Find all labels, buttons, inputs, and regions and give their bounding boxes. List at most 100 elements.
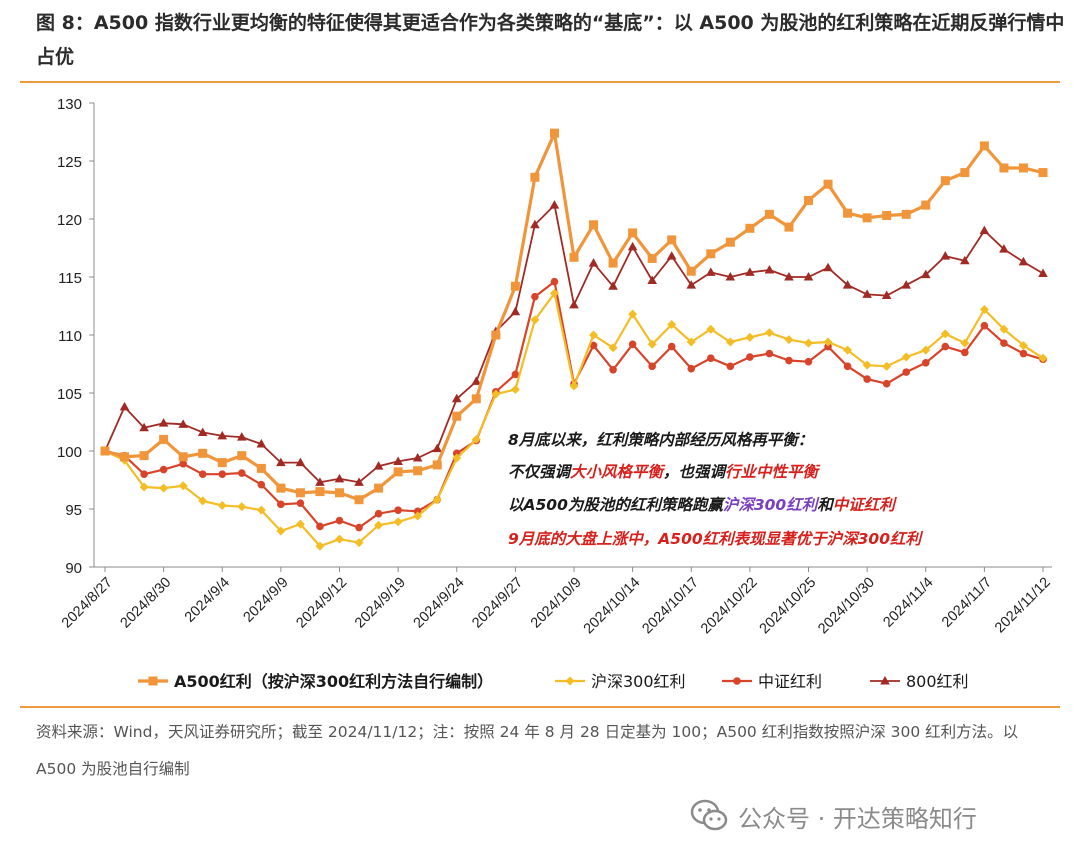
data-point-hs300 xyxy=(745,332,755,342)
data-point-hs300 xyxy=(178,481,188,491)
data-point-a500 xyxy=(862,213,872,223)
data-point-zz xyxy=(511,370,520,379)
data-point-zz xyxy=(785,356,793,365)
data-point-zz xyxy=(140,470,148,479)
y-tick-label: 90 xyxy=(65,560,82,577)
data-point-a500 xyxy=(979,141,989,151)
data-point-hs300 xyxy=(882,361,892,371)
annotation-highlight: 沪深300红利 xyxy=(723,496,820,514)
wechat-icon xyxy=(690,799,728,831)
data-point-zz xyxy=(374,509,383,518)
data-point-b800 xyxy=(725,272,736,281)
chart-legend: A500红利（按沪深300红利方法自行编制） 沪深300红利 中证红利 800红利 xyxy=(138,672,969,691)
data-point-b800 xyxy=(803,272,814,281)
data-point-hs300 xyxy=(589,330,599,340)
data-point-b800 xyxy=(627,241,638,251)
data-point-hs300 xyxy=(510,385,520,395)
y-tick-label: 95 xyxy=(65,502,82,519)
data-point-a500 xyxy=(510,281,520,291)
annotation-line-4: 9月底的大盘上涨中，A500红利表现显著优于沪深300红利 xyxy=(508,530,923,548)
data-point-hs300 xyxy=(960,338,970,348)
annotation-text: 和 xyxy=(817,496,835,514)
data-point-zz xyxy=(921,359,930,367)
data-point-hs300 xyxy=(569,381,579,391)
annotation-text: ，也强调 xyxy=(663,463,728,481)
data-point-a500 xyxy=(432,460,442,470)
data-point-zz xyxy=(726,362,735,371)
x-tick-label: 2024/11/4 xyxy=(880,575,936,631)
data-point-zz xyxy=(159,465,168,474)
data-point-zz xyxy=(687,364,696,373)
data-point-hs300 xyxy=(354,538,364,548)
y-tick-label: 105 xyxy=(57,386,82,403)
data-point-a500 xyxy=(393,467,403,477)
chart-axes: 90 95 100 105 110 115 120 125 130 2024/8/27 2024/8… xyxy=(57,96,1054,637)
x-tick-label: 2024/8/30 xyxy=(118,575,175,632)
data-point-b800 xyxy=(373,461,384,470)
data-point-hs300 xyxy=(413,511,423,521)
data-point-b800 xyxy=(197,427,208,436)
data-point-zz xyxy=(296,499,305,508)
data-point-zz xyxy=(277,500,285,509)
data-point-b800 xyxy=(315,477,325,486)
data-point-b800 xyxy=(979,225,990,235)
series-b800 xyxy=(100,200,1048,486)
data-point-hs300 xyxy=(374,520,384,530)
data-point-hs300 xyxy=(256,505,266,515)
data-point-zz xyxy=(589,341,598,350)
data-point-zz xyxy=(335,516,344,525)
data-point-hs300 xyxy=(823,337,833,347)
data-point-zz xyxy=(394,506,402,514)
x-tick-label: 2024/10/22 xyxy=(698,575,761,638)
annotation-highlight: 大小风格平衡 xyxy=(570,463,666,481)
data-point-zz xyxy=(198,470,207,479)
data-point-hs300 xyxy=(667,320,677,330)
data-point-hs300 xyxy=(901,352,911,362)
data-point-b800 xyxy=(881,290,892,300)
data-point-a500 xyxy=(589,220,599,230)
data-point-hs300 xyxy=(764,328,774,338)
data-point-a500 xyxy=(295,488,305,498)
data-point-b800 xyxy=(451,393,462,403)
title-divider xyxy=(20,81,1060,83)
x-tick-label: 2024/8/27 xyxy=(59,575,116,632)
data-point-zz xyxy=(824,342,832,351)
y-tick-label: 100 xyxy=(57,444,82,461)
y-tick-label: 120 xyxy=(57,212,82,229)
data-point-zz xyxy=(316,522,324,531)
data-point-a500 xyxy=(745,223,755,233)
data-point-a500 xyxy=(608,258,618,268)
data-point-b800 xyxy=(1038,268,1048,278)
x-tick-label: 2024/10/17 xyxy=(639,575,702,638)
data-point-hs300 xyxy=(432,495,442,505)
legend-label-b800: 800红利 xyxy=(906,672,969,691)
data-point-b800 xyxy=(217,430,228,440)
data-point-hs300 xyxy=(979,304,989,314)
data-point-a500 xyxy=(569,252,579,262)
data-point-a500 xyxy=(315,487,325,497)
annotation-highlight: 中证红利 xyxy=(833,496,898,514)
data-point-b800 xyxy=(588,258,599,267)
data-point-b800 xyxy=(940,251,951,260)
data-point-a500 xyxy=(549,128,559,138)
data-point-a500 xyxy=(823,179,833,189)
data-point-a500 xyxy=(178,452,188,462)
data-point-b800 xyxy=(158,418,169,427)
data-point-b800 xyxy=(647,275,657,284)
data-point-b800 xyxy=(530,219,540,229)
data-point-b800 xyxy=(569,299,579,309)
data-point-b800 xyxy=(119,401,130,411)
data-point-b800 xyxy=(432,443,443,453)
data-point-zz xyxy=(550,277,559,286)
data-point-a500 xyxy=(628,228,638,238)
data-point-hs300 xyxy=(159,483,169,493)
data-point-zz xyxy=(843,362,852,371)
x-tick-label: 2024/9/24 xyxy=(411,575,468,632)
data-point-b800 xyxy=(823,262,833,272)
series-line-zz xyxy=(103,280,1045,529)
data-point-b800 xyxy=(842,280,853,289)
legend-label-zz: 中证红利 xyxy=(758,672,822,691)
data-point-a500 xyxy=(999,163,1009,173)
data-point-hs300 xyxy=(393,517,403,527)
legend-label-a500: A500红利（按沪深300红利方法自行编制） xyxy=(174,672,493,691)
